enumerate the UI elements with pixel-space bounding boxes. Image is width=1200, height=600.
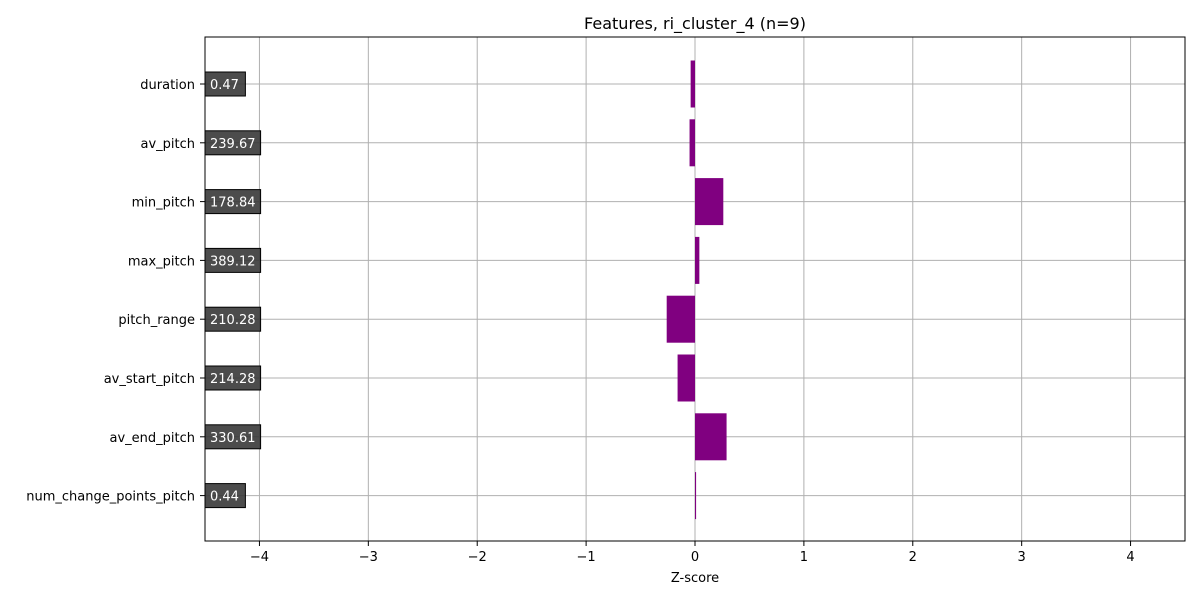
bars [666,60,727,520]
value-label: 389.12 [210,254,256,269]
value-label: 0.47 [210,78,239,93]
value-label-box [204,247,262,273]
x-tick-label: −3 [359,550,378,565]
y-tick-label: pitch_range [118,313,195,328]
value-label: 214.28 [210,372,256,387]
chart-title: Features, ri_cluster_4 (n=9) [584,14,806,34]
y-tick-label: av_pitch [140,137,195,152]
bar [695,236,700,284]
bar [695,413,727,461]
bar [666,295,695,343]
y-tick-label: av_end_pitch [110,431,196,446]
value-label-box [204,189,262,215]
value-label: 210.28 [210,313,256,328]
value-label: 239.67 [210,137,256,152]
value-label-box [204,306,262,332]
value-label-box [204,365,262,391]
y-tick-label: max_pitch [128,254,195,269]
y-tick-label: num_change_points_pitch [26,490,195,505]
x-tick-label: −4 [250,550,269,565]
bar [690,60,695,108]
x-tick-label: 0 [691,550,699,565]
value-labels: 0.47 239.67 178.84 389.12 210.28 214.28 330.61… [204,71,262,509]
bar [695,178,724,226]
bar [677,354,695,402]
x-tick-label: 4 [1126,550,1134,565]
x-tick-label: 3 [1018,550,1026,565]
value-label: 178.84 [210,196,256,211]
x-tick-label: 2 [909,550,917,565]
x-axis-label: Z-score [671,571,719,586]
bar [695,472,697,520]
x-tick-label: −2 [468,550,487,565]
x-tick-label: −1 [577,550,596,565]
y-axis-ticks: duration av_pitch min_pitch max_pitch pitch_… [26,78,205,505]
value-label: 330.61 [210,431,256,446]
y-tick-label: min_pitch [132,196,195,211]
value-label: 0.44 [210,490,239,505]
x-axis-ticks: −4 −3 −2 −1 0 1 2 3 4 [250,541,1135,565]
y-tick-label: av_start_pitch [104,372,195,387]
x-tick-label: 1 [800,550,808,565]
y-tick-label: duration [140,78,195,93]
value-label-box [204,71,246,97]
bar [689,119,695,167]
